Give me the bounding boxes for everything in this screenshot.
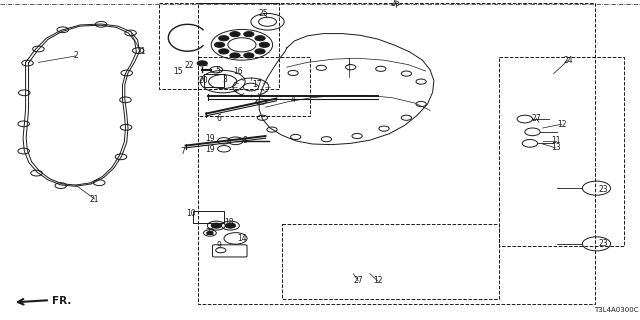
Text: 3: 3 xyxy=(223,75,228,84)
Bar xyxy=(204,74,224,87)
Text: 25: 25 xyxy=(259,9,269,18)
Text: 18: 18 xyxy=(225,218,234,227)
Text: 27: 27 xyxy=(531,114,541,123)
Text: 8: 8 xyxy=(242,136,247,145)
Text: 26: 26 xyxy=(390,0,401,8)
Text: 17: 17 xyxy=(252,80,262,89)
Text: 22: 22 xyxy=(205,228,214,237)
Circle shape xyxy=(214,42,225,47)
Text: T3L4A0300C: T3L4A0300C xyxy=(594,307,639,313)
Bar xyxy=(193,211,224,223)
Circle shape xyxy=(211,223,221,228)
Text: 27: 27 xyxy=(353,276,364,285)
Text: 5: 5 xyxy=(215,66,220,75)
Text: 9: 9 xyxy=(216,241,221,250)
Circle shape xyxy=(219,36,229,41)
Circle shape xyxy=(255,36,265,41)
Text: 7: 7 xyxy=(180,147,185,156)
Text: FR.: FR. xyxy=(52,296,72,306)
Text: 19: 19 xyxy=(205,145,215,154)
Circle shape xyxy=(207,231,213,235)
Bar xyxy=(198,3,595,304)
Circle shape xyxy=(230,53,240,58)
Text: 6: 6 xyxy=(216,114,221,123)
Bar xyxy=(499,57,624,246)
Text: 4: 4 xyxy=(291,95,296,104)
Text: 21: 21 xyxy=(90,195,99,204)
Text: 14: 14 xyxy=(237,234,247,243)
Circle shape xyxy=(259,42,269,47)
Text: 2: 2 xyxy=(73,52,78,60)
Text: 13: 13 xyxy=(550,143,561,152)
Text: 20: 20 xyxy=(198,76,209,85)
Text: 19: 19 xyxy=(205,134,215,143)
Text: 21: 21 xyxy=(136,47,145,56)
Circle shape xyxy=(197,61,207,66)
Circle shape xyxy=(225,223,236,228)
Bar xyxy=(159,3,279,89)
Text: 15: 15 xyxy=(173,68,183,76)
Circle shape xyxy=(255,49,265,54)
Circle shape xyxy=(230,32,240,37)
Text: 1: 1 xyxy=(346,58,351,67)
Text: 22: 22 xyxy=(185,61,194,70)
Circle shape xyxy=(244,32,254,37)
Text: 11: 11 xyxy=(551,136,560,145)
Text: 12: 12 xyxy=(373,276,382,285)
Circle shape xyxy=(219,49,229,54)
Circle shape xyxy=(244,53,254,58)
Bar xyxy=(282,224,499,299)
Text: 10: 10 xyxy=(186,209,196,218)
Bar xyxy=(198,57,310,116)
Text: 23: 23 xyxy=(598,185,608,194)
Text: 12: 12 xyxy=(557,120,566,129)
Text: 16: 16 xyxy=(233,68,243,76)
Text: 24: 24 xyxy=(563,56,573,65)
Text: 23: 23 xyxy=(598,239,608,248)
